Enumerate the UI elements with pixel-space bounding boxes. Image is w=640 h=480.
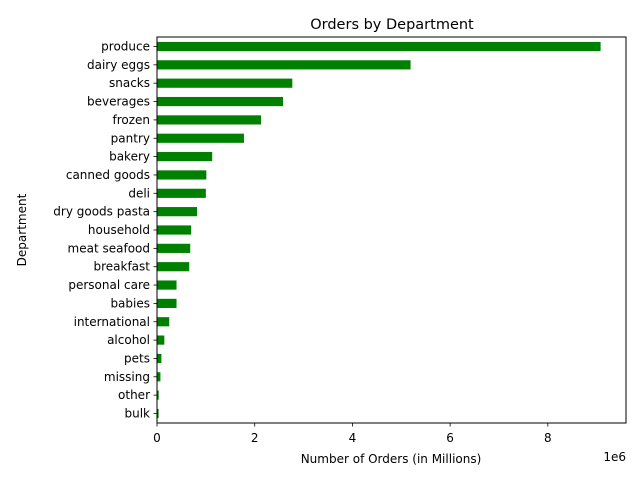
y-axis-ticks: produce dairy eggs snacks beverages frozen pa… [53, 40, 157, 421]
x-tick-label: 0 [153, 431, 161, 445]
y-tick-label-personal-care: personal care [68, 278, 150, 292]
chart-title: Orders by Department [310, 17, 474, 33]
y-tick-label-dairy-eggs: dairy eggs [87, 58, 150, 72]
bar-frozen [157, 115, 262, 125]
y-tick-label-bakery: bakery [109, 150, 150, 164]
bar-snacks [157, 78, 293, 88]
y-tick-label-snacks: snacks [109, 76, 150, 90]
bar-other [157, 390, 159, 400]
x-axis-label: Number of Orders (in Millions) [301, 452, 482, 466]
y-tick-label-dry-goods-pasta: dry goods pasta [53, 205, 150, 219]
bar-dry-goods-pasta [157, 207, 198, 217]
x-tick-label: 6 [446, 431, 454, 445]
bar-bakery [157, 152, 213, 162]
bar-personal-care [157, 280, 177, 290]
y-tick-label-household: household [88, 223, 150, 237]
y-tick-label-frozen: frozen [112, 113, 150, 127]
y-tick-label-pantry: pantry [111, 131, 150, 145]
x-axis-ticks: 0 2 4 6 8 [153, 423, 552, 445]
y-tick-label-international: international [74, 315, 150, 329]
bar-canned-goods [157, 170, 207, 180]
bar-bulk [157, 408, 159, 419]
y-tick-label-breakfast: breakfast [93, 260, 150, 274]
bars-group [157, 41, 601, 419]
plot-frame [156, 36, 627, 424]
bar-pantry [157, 133, 244, 143]
y-tick-label-canned-goods: canned goods [66, 168, 150, 182]
y-tick-label-missing: missing [104, 370, 150, 384]
x-tick-label: 4 [349, 431, 357, 445]
y-axis-label: Department [15, 193, 29, 266]
y-tick-label-other: other [118, 388, 150, 402]
x-tick-label: 8 [544, 431, 552, 445]
bar-deli [157, 188, 206, 198]
bar-produce [157, 41, 601, 52]
bar-alcohol [157, 335, 165, 345]
x-tick-label: 2 [251, 431, 259, 445]
bar-beverages [157, 96, 284, 107]
y-tick-label-babies: babies [110, 296, 150, 310]
bar-babies [157, 298, 177, 308]
bar-international [157, 317, 170, 327]
y-tick-label-beverages: beverages [87, 95, 150, 109]
y-tick-label-produce: produce [101, 40, 150, 54]
bar-meat-seafood [157, 243, 191, 253]
y-tick-label-meat-seafood: meat seafood [68, 241, 150, 255]
bar-dairy-eggs [157, 60, 411, 70]
bar-breakfast [157, 262, 190, 272]
y-tick-label-bulk: bulk [124, 407, 150, 421]
y-tick-label-pets: pets [124, 351, 150, 365]
bar-household [157, 225, 192, 235]
bar-missing [157, 372, 161, 382]
bar-pets [157, 353, 162, 364]
x-axis-offset-label: 1e6 [603, 450, 626, 464]
y-tick-label-alcohol: alcohol [107, 333, 150, 347]
y-tick-label-deli: deli [128, 186, 150, 200]
